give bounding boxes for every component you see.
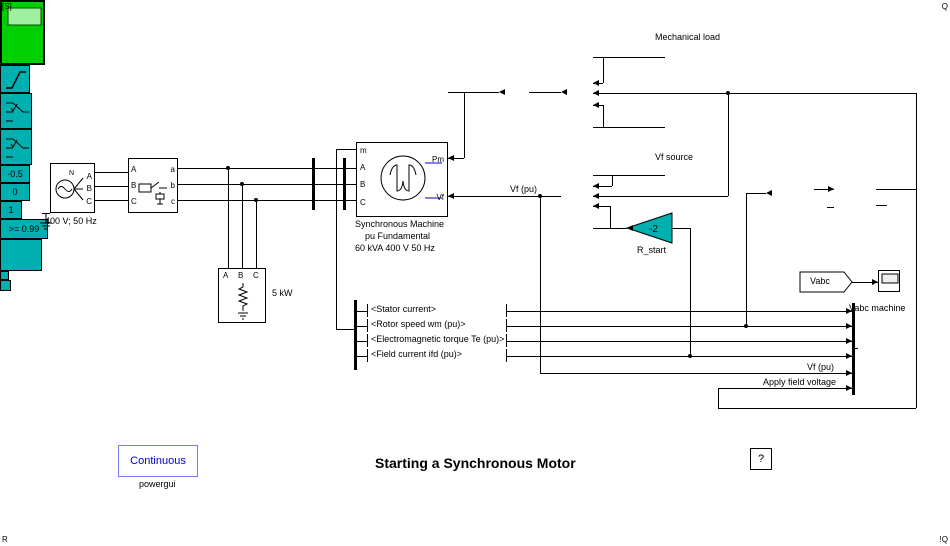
- arrows: [0, 0, 950, 546]
